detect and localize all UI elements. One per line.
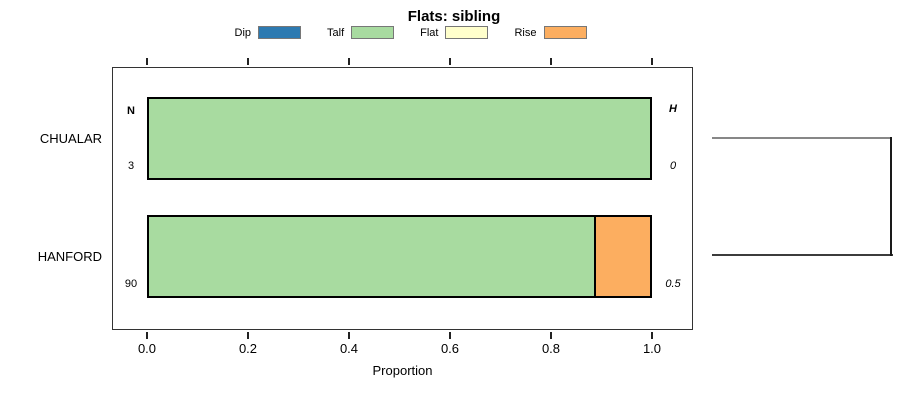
bar-segment-rise <box>594 217 650 296</box>
legend-item-talf: Talf <box>327 26 395 39</box>
bar-hanford <box>147 215 652 298</box>
legend-item-dip: Dip <box>235 26 302 39</box>
legend-label: Talf <box>327 26 345 39</box>
h-value-chualar: 0 <box>669 160 677 172</box>
legend-swatch-rise <box>543 26 587 39</box>
x-axis-tick-label: 1.0 <box>642 341 662 356</box>
n-value-hanford: 90 <box>124 278 138 290</box>
legend: Dip Talf Flat Rise <box>120 26 701 39</box>
legend-label: Rise <box>514 26 537 39</box>
category-label-hanford: HANFORD <box>37 248 102 264</box>
x-axis-tick-bottom <box>651 332 653 339</box>
legend-item-flat: Flat <box>420 26 489 39</box>
h-value-hanford: 0.5 <box>665 278 681 290</box>
bar-chualar <box>147 97 652 180</box>
bar-segment-talf <box>149 217 595 296</box>
x-axis-tick-bottom <box>348 332 350 339</box>
h-column-header: H <box>669 103 677 115</box>
legend-item-rise: Rise <box>514 26 587 39</box>
x-axis-tick-label: 0.6 <box>440 341 460 356</box>
n-value-chualar: 3 <box>127 160 135 172</box>
x-axis-tick-bottom <box>146 332 148 339</box>
dendrogram-branch-bottom <box>712 254 893 256</box>
x-axis-tick-label: 0.0 <box>137 341 157 356</box>
x-axis-label: Proportion <box>372 363 433 378</box>
dendrogram-join-line <box>890 137 892 256</box>
x-axis-tick-top <box>146 58 148 65</box>
chart-title: Flats: sibling <box>407 8 501 25</box>
n-column-header: N <box>127 105 135 117</box>
x-axis-tick-bottom <box>449 332 451 339</box>
legend-swatch-dip <box>258 26 302 39</box>
x-axis-tick-top <box>651 58 653 65</box>
category-label-chualar: CHUALAR <box>39 130 102 146</box>
legend-label: Dip <box>234 26 252 39</box>
legend-swatch-flat <box>445 26 489 39</box>
x-axis-tick-bottom <box>550 332 552 339</box>
x-axis-tick-top <box>247 58 249 65</box>
legend-swatch-talf <box>351 26 395 39</box>
dendrogram-branch-top <box>712 137 892 139</box>
x-axis-tick-bottom <box>247 332 249 339</box>
legend-label: Flat <box>420 26 439 39</box>
x-axis-tick-top <box>449 58 451 65</box>
x-axis-tick-label: 0.4 <box>339 341 359 356</box>
x-axis-tick-top <box>550 58 552 65</box>
x-axis-tick-top <box>348 58 350 65</box>
bar-segment-talf <box>149 99 650 178</box>
x-axis-tick-label: 0.2 <box>238 341 258 356</box>
x-axis-tick-label: 0.8 <box>541 341 561 356</box>
